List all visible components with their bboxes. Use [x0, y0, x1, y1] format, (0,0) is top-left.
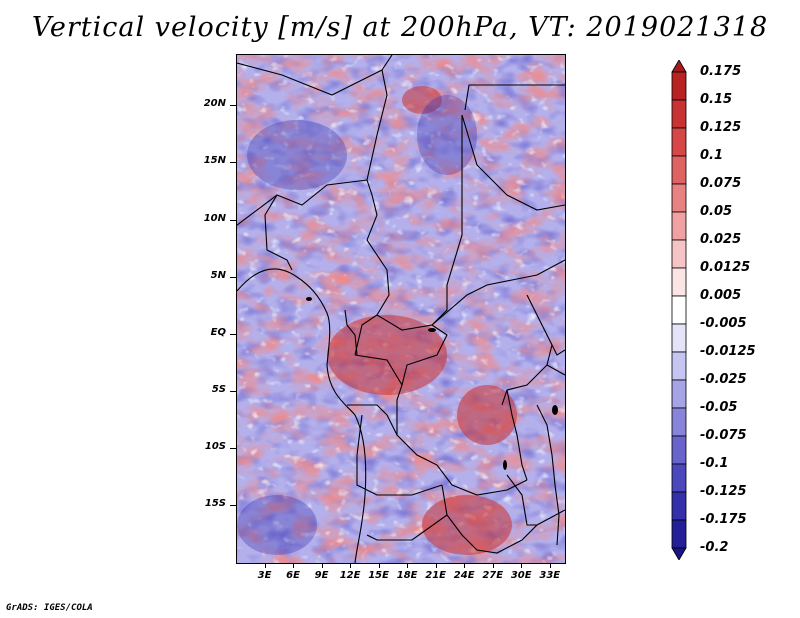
lon-tick	[378, 563, 380, 568]
colorbar-segment	[671, 407, 687, 437]
lakes-and-islands	[306, 297, 558, 470]
map-panel	[236, 54, 566, 564]
lat-label: 5N	[210, 269, 226, 281]
colorbar-segment	[671, 183, 687, 213]
lat-tick	[230, 219, 236, 221]
lon-tick	[464, 563, 466, 568]
lon-label: 27E	[482, 570, 504, 581]
lon-tick	[549, 563, 551, 568]
lon-label: 33E	[539, 570, 561, 581]
colorbar-label: -0.2	[700, 540, 729, 555]
colorbar-label: 0.025	[700, 232, 742, 247]
colorbar-label: 0.15	[700, 92, 733, 107]
lat-tick	[230, 162, 236, 164]
colorbar-top-triangle	[671, 60, 687, 73]
lon-tick	[321, 563, 323, 568]
colorbar-segment	[671, 323, 687, 353]
colorbar-segment	[671, 99, 687, 129]
lon-label: 18E	[396, 570, 418, 581]
field-neutral	[237, 55, 565, 563]
lon-tick	[350, 563, 352, 568]
lat-label: 10N	[203, 212, 226, 224]
lon-label: 21E	[425, 570, 447, 581]
lon-tick	[264, 563, 266, 568]
colorbar-label: -0.025	[700, 372, 747, 387]
lon-label: 9E	[314, 570, 329, 581]
lon-label: 12E	[339, 570, 361, 581]
lon-tick	[492, 563, 494, 568]
colorbar-segment	[671, 211, 687, 241]
lon-label: 24E	[453, 570, 475, 581]
velocity-field-map	[237, 55, 565, 563]
grads-credit: GrADS: IGES/COLA	[6, 603, 93, 613]
colorbar-label: -0.125	[700, 484, 747, 499]
lon-label: 15E	[368, 570, 389, 581]
colorbar-label: 0.1	[700, 148, 724, 163]
colorbar-label: 0.05	[700, 204, 733, 219]
colorbar-label: 0.175	[700, 64, 742, 79]
lon-tick	[407, 563, 409, 568]
colorbar-label: -0.005	[700, 316, 747, 331]
coastlines-and-borders	[237, 55, 565, 563]
lat-label: 15S	[204, 497, 226, 509]
colorbar-label: 0.125	[700, 120, 742, 135]
colorbar-segment	[671, 127, 687, 157]
colorbar-label: -0.075	[700, 428, 747, 443]
colorbar-segment	[671, 295, 687, 325]
colorbar-segment	[671, 519, 687, 549]
lat-tick	[230, 504, 236, 506]
lon-tick	[435, 563, 437, 568]
colorbar-segment	[671, 435, 687, 465]
lat-label: 5S	[211, 383, 226, 395]
lon-label: 30E	[510, 570, 532, 581]
colorbar-segment	[671, 71, 687, 101]
colorbar-segment	[671, 155, 687, 185]
colorbar-label: 0.0125	[700, 260, 751, 275]
lat-label: 20N	[203, 98, 226, 110]
colorbar-label: -0.05	[700, 400, 738, 415]
colorbar-segment	[671, 463, 687, 493]
colorbar-segment	[671, 239, 687, 269]
colorbar-segment	[671, 379, 687, 409]
lat-tick	[230, 390, 236, 392]
colorbar-label: 0.075	[700, 176, 742, 191]
lat-tick	[230, 447, 236, 449]
chart-title: Vertical velocity [m/s] at 200hPa, VT: 2…	[31, 12, 769, 43]
lon-tick	[521, 563, 523, 568]
lat-tick	[230, 105, 236, 107]
lon-label: 6E	[286, 570, 300, 581]
colorbar-label: 0.005	[700, 288, 742, 303]
colorbar-label: -0.175	[700, 512, 747, 527]
lat-label: EQ	[210, 326, 226, 338]
lat-tick	[230, 276, 236, 278]
lon-tick	[293, 563, 295, 568]
lat-label: 15N	[203, 155, 226, 167]
lon-label: 3E	[257, 570, 272, 581]
lat-label: 10S	[204, 440, 226, 452]
lat-tick	[230, 333, 236, 335]
colorbar-segment	[671, 491, 687, 521]
colorbar	[671, 60, 687, 560]
colorbar-segment	[671, 351, 687, 381]
colorbar-segment	[671, 267, 687, 297]
colorbar-bottom-triangle	[671, 547, 687, 560]
colorbar-label: -0.1	[700, 456, 729, 471]
colorbar-label: -0.0125	[700, 344, 756, 359]
strong-updraft-zones	[327, 86, 517, 555]
